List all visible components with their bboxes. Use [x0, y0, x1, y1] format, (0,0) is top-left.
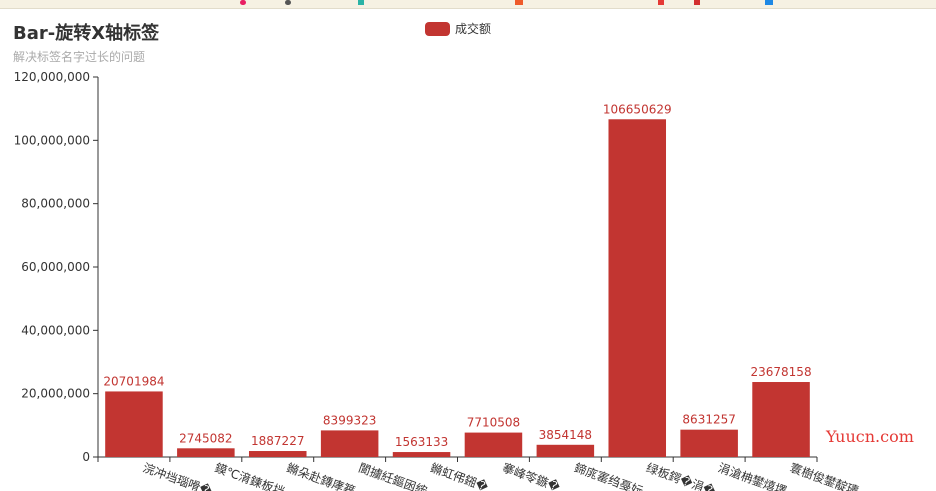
y-tick-label: 80,000,000	[21, 197, 90, 211]
x-tick-label: 寰樹俊鐢靛瓙	[788, 460, 861, 491]
bar	[536, 444, 595, 457]
bar	[177, 448, 235, 457]
bar-value-label: 7710508	[467, 416, 520, 430]
x-tick-label: 浣冲垱瑙嗗�	[141, 460, 215, 491]
y-tick-label: 100,000,000	[14, 133, 90, 147]
bar	[464, 432, 523, 457]
y-tick-label: 60,000,000	[21, 260, 90, 274]
x-tick-label: 鏌℃湇鍊板垱	[213, 460, 287, 491]
bar-value-label: 20701984	[103, 374, 164, 388]
bar	[392, 452, 451, 457]
x-tick-label: 閬擄紝鏂囦綋	[357, 460, 430, 491]
legend-swatch	[425, 21, 450, 36]
x-tick-label: 鍗庣寚绉戞妧	[572, 460, 645, 491]
bar-value-label: 2745082	[179, 431, 232, 445]
y-tick-label: 40,000,000	[21, 323, 90, 337]
x-tick-label: 涓滄柟鐢熺墿	[716, 460, 789, 491]
x-tick-label: 鏅朵赴鏄庨簭	[285, 460, 358, 491]
watermark-text: Yuucn.com	[826, 427, 914, 446]
legend-label: 成交额	[455, 22, 492, 36]
y-tick-label: 120,000,000	[14, 70, 90, 84]
bar	[320, 430, 379, 457]
chart-title: Bar-旋转X轴标签	[13, 23, 160, 44]
bar	[608, 119, 667, 457]
bar	[752, 382, 810, 457]
bar-value-label: 1563133	[395, 435, 448, 449]
bar-value-label: 3854148	[539, 428, 592, 442]
chart-subtitle: 解决标签名字过长的问题	[13, 50, 146, 64]
bar-value-label: 1887227	[251, 434, 304, 448]
bar-value-label: 23678158	[751, 365, 812, 379]
x-tick-label: 搴峰笭鏃�	[500, 460, 562, 491]
x-tick-label: 绿板鍔�涓�	[644, 460, 718, 491]
y-tick-label: 0	[82, 450, 90, 464]
bar-value-label: 8631257	[682, 413, 735, 427]
x-tick-label: 鏅虹伄鎺�	[429, 460, 491, 491]
bar-value-label: 106650629	[603, 102, 672, 116]
bar	[105, 391, 163, 457]
bar	[680, 429, 738, 457]
y-tick-label: 20,000,000	[21, 387, 90, 401]
legend[interactable]: 成交额	[425, 20, 491, 37]
browser-bookmark-strip	[0, 0, 936, 9]
bar-value-label: 8399323	[323, 413, 376, 427]
bar	[248, 451, 307, 457]
